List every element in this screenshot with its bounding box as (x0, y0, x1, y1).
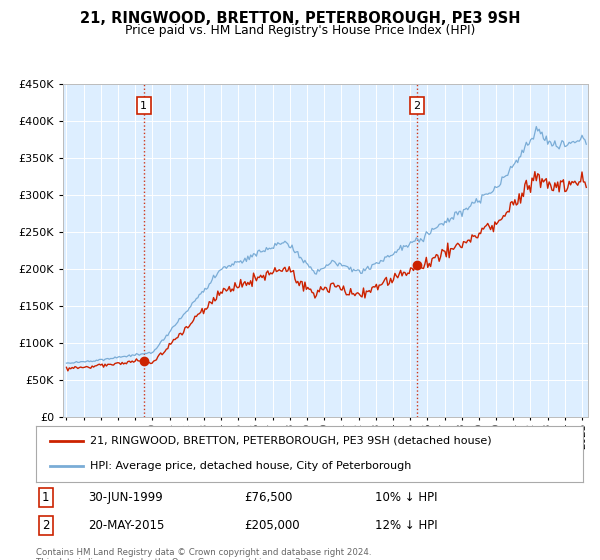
Text: 30-JUN-1999: 30-JUN-1999 (88, 491, 163, 504)
Text: £76,500: £76,500 (244, 491, 292, 504)
Text: 21, RINGWOOD, BRETTON, PETERBOROUGH, PE3 9SH: 21, RINGWOOD, BRETTON, PETERBOROUGH, PE3… (80, 11, 520, 26)
Text: 2: 2 (42, 519, 50, 532)
Text: 10% ↓ HPI: 10% ↓ HPI (375, 491, 438, 504)
Text: HPI: Average price, detached house, City of Peterborough: HPI: Average price, detached house, City… (89, 461, 411, 472)
Text: Contains HM Land Registry data © Crown copyright and database right 2024.
This d: Contains HM Land Registry data © Crown c… (36, 548, 371, 560)
Text: 1: 1 (140, 101, 147, 111)
Text: 2: 2 (413, 101, 420, 111)
Text: 20-MAY-2015: 20-MAY-2015 (88, 519, 164, 532)
Text: Price paid vs. HM Land Registry's House Price Index (HPI): Price paid vs. HM Land Registry's House … (125, 24, 475, 37)
Text: 1: 1 (42, 491, 50, 504)
Text: £205,000: £205,000 (244, 519, 299, 532)
Text: 12% ↓ HPI: 12% ↓ HPI (375, 519, 438, 532)
Text: 21, RINGWOOD, BRETTON, PETERBOROUGH, PE3 9SH (detached house): 21, RINGWOOD, BRETTON, PETERBOROUGH, PE3… (89, 436, 491, 446)
